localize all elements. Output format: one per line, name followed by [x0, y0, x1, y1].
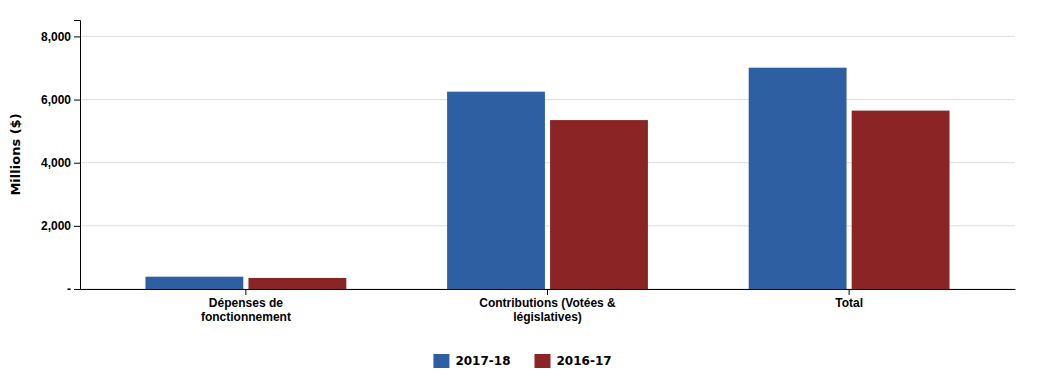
x-tick-mark	[849, 289, 850, 295]
y-tick: 6,000	[41, 93, 80, 107]
x-tick-label-line: législatives)	[513, 310, 582, 324]
y-tick-label: 4,000	[41, 156, 71, 170]
x-tick-mark	[547, 289, 548, 295]
x-tick-label-line: fonctionnement	[201, 310, 291, 324]
bar	[550, 120, 648, 289]
y-tick-mark	[74, 289, 80, 290]
x-tick-label-line: Total	[835, 296, 863, 310]
bar	[447, 92, 545, 289]
x-tick: Contributions (Votées &législatives)	[479, 289, 616, 324]
y-tick-label: 8,000	[41, 30, 71, 44]
y-tick: 2,000	[41, 219, 80, 233]
y-tick-mark	[74, 226, 80, 227]
x-tick-label-line: Contributions (Votées &	[479, 296, 616, 310]
y-tick-label: 6,000	[41, 93, 71, 107]
y-axis-line	[74, 21, 81, 290]
x-tick-label: Total	[835, 296, 863, 310]
grid-line	[80, 36, 1015, 37]
x-axis: Dépenses defonctionnement Contributions (…	[81, 289, 1016, 324]
bar	[852, 111, 950, 289]
y-tick-label: 2,000	[41, 219, 71, 233]
x-tick: Dépenses defonctionnement	[201, 289, 291, 324]
grid	[80, 36, 1015, 289]
x-tick-label-line: Dépenses de	[209, 296, 283, 310]
chart: Dépenses defonctionnement Contributions (…	[0, 0, 1045, 379]
legend-swatch	[535, 354, 551, 368]
legend: 2017-18 2016-17	[433, 354, 611, 368]
y-tick-label: -	[67, 282, 71, 296]
series	[248, 111, 949, 289]
y-axis: - 2,000 4,000 6,000 8,000	[41, 21, 81, 297]
bar	[749, 68, 847, 289]
y-tick: 8,000	[41, 30, 80, 44]
y-tick: -	[67, 282, 80, 296]
x-tick-label: Contributions (Votées &législatives)	[479, 296, 616, 324]
bars	[145, 68, 949, 289]
y-axis-title: Millions ($)	[8, 113, 23, 195]
plot: Dépenses defonctionnement Contributions (…	[8, 21, 1016, 324]
x-tick-label: Dépenses defonctionnement	[201, 296, 291, 324]
y-tick-mark	[74, 163, 80, 164]
legend-item: 2016-17	[535, 354, 612, 368]
x-tick: Total	[835, 289, 863, 310]
legend-item: 2017-18	[433, 354, 510, 368]
bar	[145, 277, 243, 289]
legend-swatch	[433, 354, 449, 368]
grid-line	[80, 99, 1015, 100]
bar	[248, 278, 346, 289]
y-tick-mark	[74, 100, 80, 101]
y-tick: 4,000	[41, 156, 80, 170]
series	[145, 68, 846, 289]
legend-label: 2016-17	[557, 354, 612, 368]
y-tick-mark	[74, 36, 80, 37]
x-tick-mark	[245, 289, 246, 295]
legend-label: 2017-18	[455, 354, 510, 368]
